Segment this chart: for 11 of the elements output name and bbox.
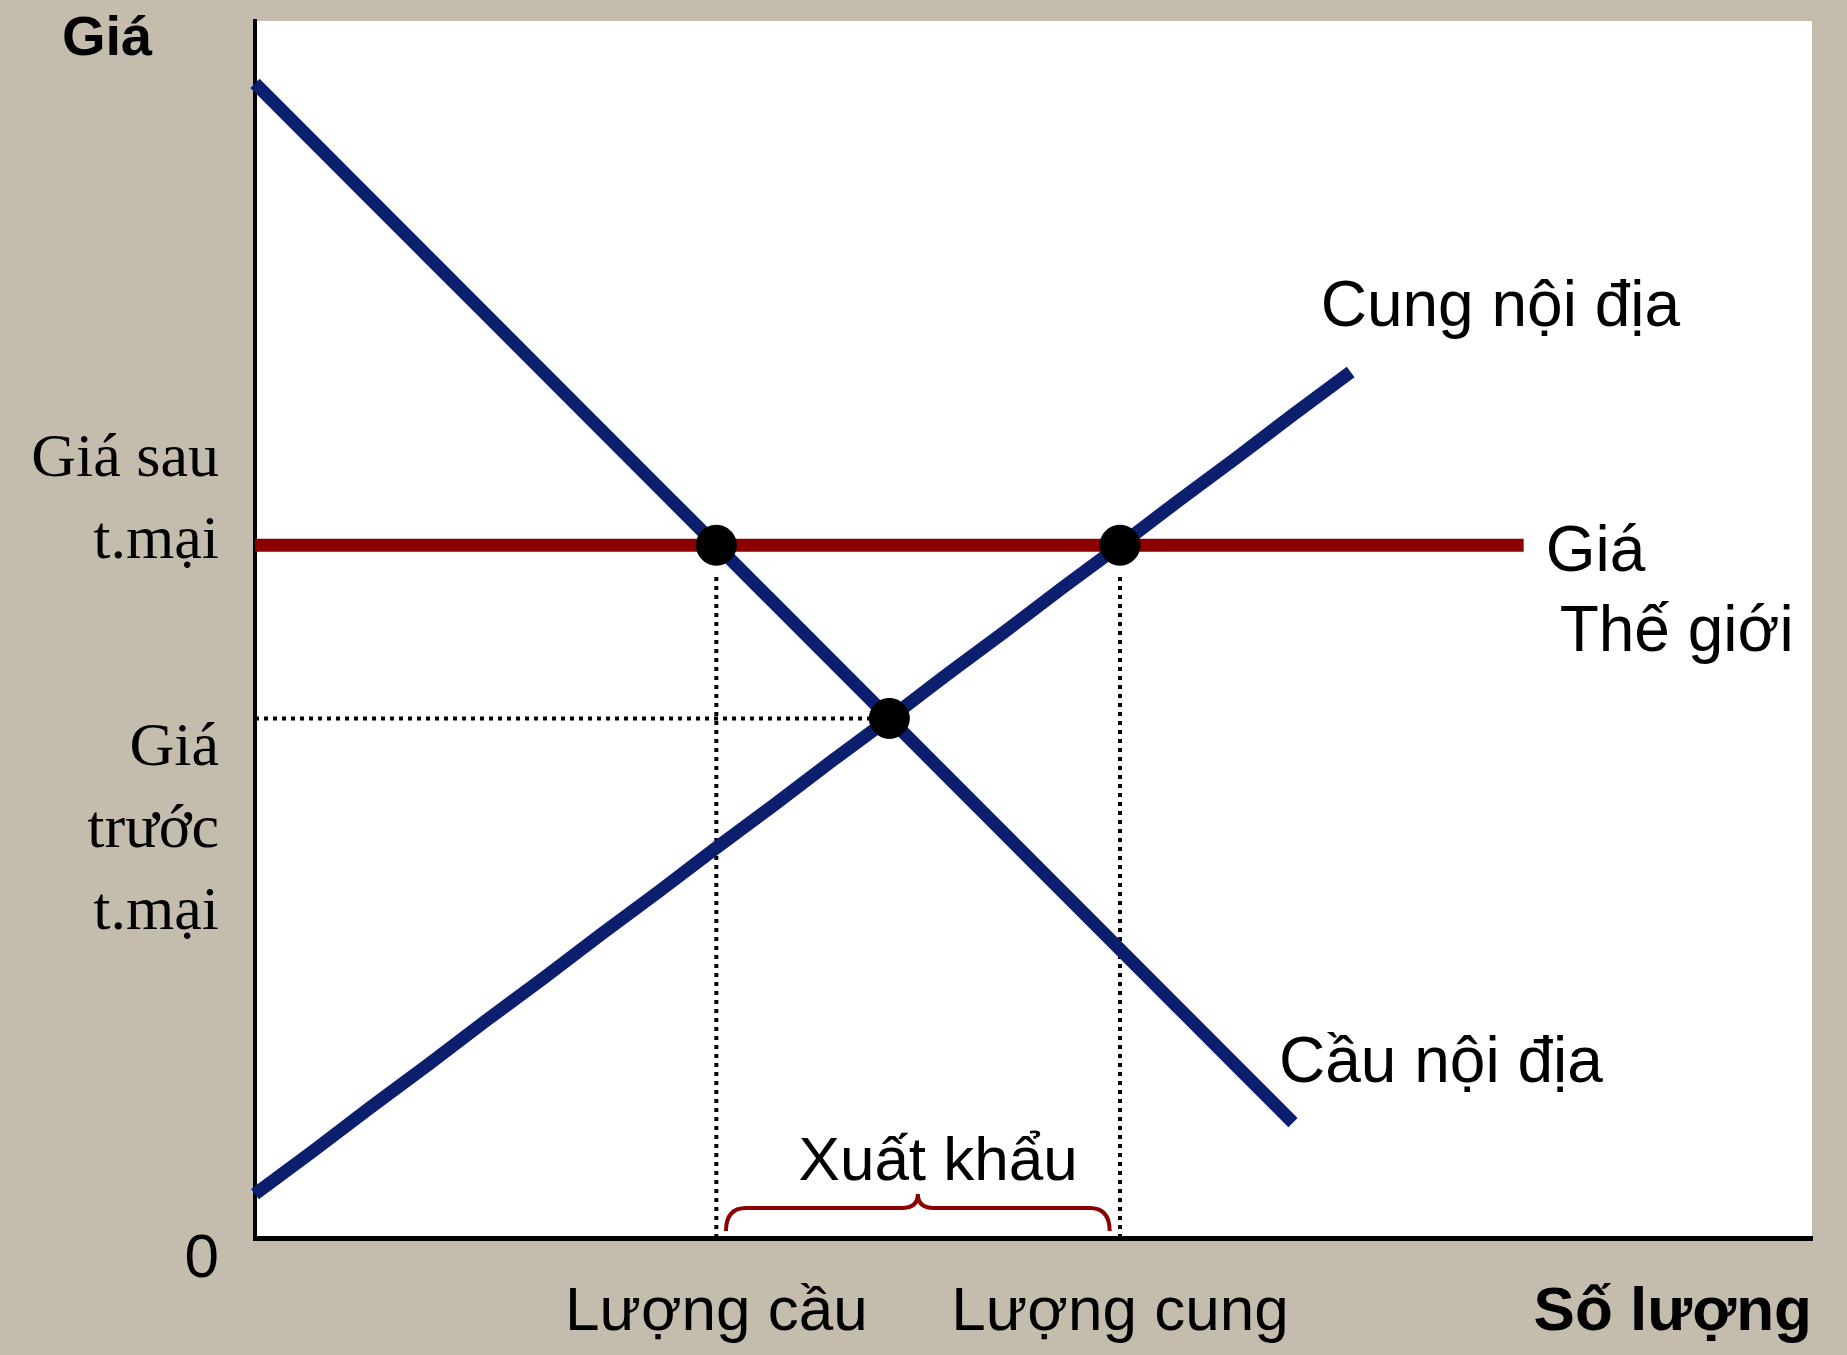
- series-label: Cung nội địa: [1320, 268, 1681, 341]
- text: Giá sau t.mại: [30, 420, 219, 574]
- series-label: Giá Thế giới: [1545, 512, 1794, 665]
- series-label: Cầu nội địa: [1279, 1024, 1604, 1097]
- x-tick-label: Lượng cầu: [564, 1274, 868, 1344]
- text: 0: [184, 1220, 219, 1292]
- ref-line-label: Giá trước t.mại: [86, 709, 219, 945]
- y-axis-title: Giá: [61, 4, 154, 68]
- annotation: Xuất khẩu: [798, 1124, 1078, 1193]
- x-tick-label: Lượng cung: [951, 1274, 1289, 1344]
- x-axis-title: Số lượng: [1533, 1273, 1812, 1343]
